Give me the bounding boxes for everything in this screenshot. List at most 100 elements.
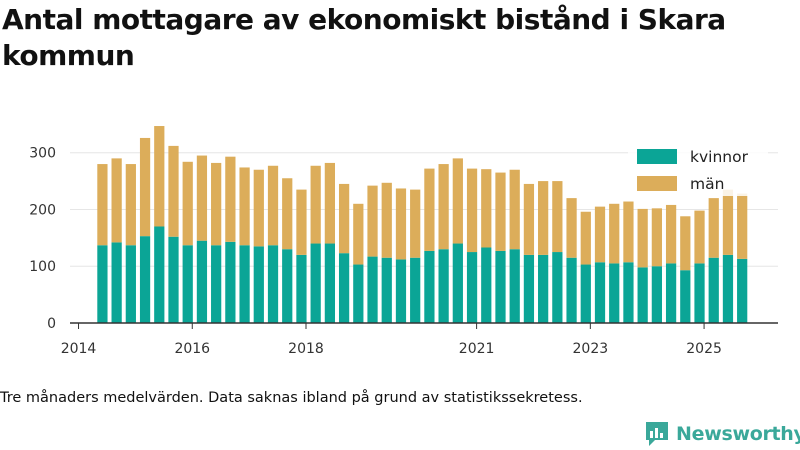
bar-kvinnor	[139, 236, 151, 323]
bar-kvinnor	[367, 256, 378, 323]
bar-man	[111, 158, 122, 243]
bar-man	[381, 182, 392, 258]
bar-kvinnor	[594, 262, 606, 323]
bar-man	[466, 168, 478, 253]
bar-man	[410, 189, 421, 258]
bar-kvinnor	[552, 252, 563, 323]
x-tick-label: 2014	[61, 341, 97, 357]
bar-kvinnor	[737, 258, 748, 323]
bar-man	[495, 172, 506, 251]
bar-kvinnor	[267, 245, 279, 323]
bar-man	[267, 165, 279, 246]
bar-kvinnor	[97, 245, 108, 323]
y-tick-label: 200	[29, 202, 56, 218]
bar-kvinnor	[722, 254, 734, 323]
bar-man	[154, 126, 165, 227]
bar-kvinnor	[410, 257, 421, 323]
bar-man	[438, 164, 449, 250]
bar-man	[637, 208, 648, 268]
bar-kvinnor	[182, 245, 193, 323]
bar-man	[338, 183, 350, 254]
bar-man	[538, 181, 549, 255]
bar-kvinnor	[609, 263, 620, 323]
bar-man	[211, 162, 222, 246]
bars	[97, 126, 748, 323]
bar-man	[481, 169, 492, 248]
footnote: Tre månaders medelvärden. Data saknas ib…	[0, 390, 583, 406]
bar-kvinnor	[211, 245, 222, 323]
bar-kvinnor	[225, 241, 236, 323]
y-tick-label: 100	[29, 259, 56, 275]
bar-man	[694, 210, 705, 264]
bar-kvinnor	[338, 253, 350, 323]
brand-logo[interactable]: Newsworthy	[644, 420, 800, 448]
bar-man	[182, 161, 193, 246]
bar-man	[523, 183, 535, 255]
legend-label: män	[690, 175, 724, 193]
bar-man	[97, 164, 108, 246]
bar-kvinnor	[694, 263, 705, 323]
y-tick-label: 0	[47, 316, 56, 332]
bar-kvinnor	[651, 266, 662, 323]
bar-man	[296, 189, 307, 255]
bar-man	[609, 203, 620, 264]
bar-kvinnor	[566, 257, 577, 323]
chart-title: Antal mottagare av ekonomiskt bistånd i …	[2, 3, 726, 72]
legend-swatch	[637, 176, 677, 191]
y-tick-label: 300	[29, 146, 56, 162]
bar-kvinnor	[324, 243, 336, 323]
bar-man	[509, 169, 520, 250]
axes: 0 100 200 300 2014 2016 2018 2021 2023 2025	[29, 146, 778, 357]
bar-kvinnor	[282, 249, 293, 323]
bar-kvinnor	[239, 245, 250, 323]
bar-kvinnor	[424, 250, 435, 323]
brand-name: Newsworthy	[676, 423, 800, 445]
bar-kvinnor	[296, 254, 307, 323]
bar-man	[196, 155, 208, 241]
bar-kvinnor	[452, 243, 463, 323]
bar-kvinnor	[154, 226, 165, 323]
bar-man	[452, 158, 463, 244]
bar-kvinnor	[381, 257, 392, 323]
bar-kvinnor	[310, 243, 321, 323]
x-tick-label: 2016	[174, 341, 210, 357]
bar-kvinnor	[395, 259, 407, 323]
bar-man	[253, 169, 264, 247]
x-tick-label: 2018	[288, 341, 324, 357]
bar-man	[282, 178, 293, 250]
bar-man	[680, 216, 691, 271]
bar-man	[395, 188, 407, 260]
x-tick-label: 2025	[686, 341, 722, 357]
bar-man	[168, 145, 179, 237]
bar-man	[139, 137, 151, 237]
bar-kvinnor	[538, 254, 549, 323]
bar-man	[594, 206, 606, 263]
bar-kvinnor	[353, 264, 364, 323]
bar-man	[651, 208, 662, 267]
bar-kvinnor	[580, 264, 591, 323]
bar-man	[552, 181, 563, 253]
x-tick-label: 2023	[573, 341, 609, 357]
bar-kvinnor	[509, 249, 520, 323]
bar-kvinnor	[708, 257, 719, 323]
bar-man	[737, 193, 748, 259]
bar-kvinnor	[466, 252, 478, 323]
x-tick-label: 2021	[459, 341, 495, 357]
bar-kvinnor	[111, 242, 122, 323]
bar-kvinnor	[253, 246, 264, 323]
newsworthy-logo-icon	[646, 422, 668, 446]
legend-swatch	[637, 149, 677, 164]
bar-kvinnor	[438, 249, 449, 323]
bar-kvinnor	[623, 262, 634, 323]
legend-label: kvinnor	[690, 148, 749, 166]
bar-man	[225, 156, 236, 242]
bar-man	[324, 162, 336, 244]
legend: kvinnor män	[628, 143, 768, 196]
bar-kvinnor	[125, 245, 136, 323]
bar-kvinnor	[523, 254, 535, 323]
bar-man	[566, 198, 577, 258]
bar-man	[580, 211, 591, 265]
bar-man	[424, 168, 435, 251]
bar-man	[623, 201, 634, 263]
